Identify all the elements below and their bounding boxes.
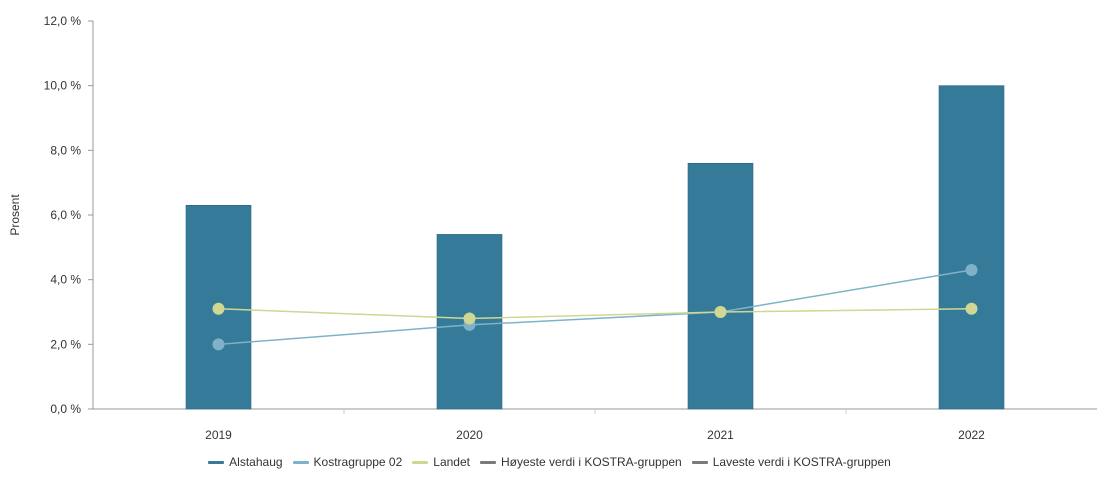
point-landet (714, 306, 727, 318)
legend-label: Alstahaug (229, 455, 283, 469)
y-tick-label: 4,0 % (50, 273, 81, 287)
legend-label: Høyeste verdi i KOSTRA-gruppen (500, 455, 682, 469)
y-tick-label: 8,0 % (50, 143, 81, 157)
bar-alstahaug (938, 85, 1005, 410)
y-tick-label: 10,0 % (44, 79, 82, 93)
y-tick-label: 12,0 % (44, 14, 82, 28)
point-landet (212, 302, 225, 315)
y-axis-title: Prosent (8, 194, 22, 236)
legend-swatch (208, 460, 225, 464)
legend-item[interactable]: Landet (412, 455, 470, 469)
legend-item[interactable]: Høyeste verdi i KOSTRA-gruppen (479, 455, 682, 469)
point-landet (463, 312, 476, 325)
x-tick-label: 2020 (456, 428, 483, 442)
legend-item[interactable]: Alstahaug (208, 455, 283, 469)
chart-legend: Alstahaug Kostragruppe 02 Landet Høyeste ve… (0, 452, 1099, 472)
point-kostragruppe-02 (212, 338, 225, 351)
point-kostragruppe-02 (965, 263, 978, 276)
x-tick-label: 2022 (958, 428, 985, 442)
line-kostragruppe-02 (218, 269, 972, 346)
y-tick-label: 0,0 % (50, 402, 81, 416)
legend-swatch (412, 460, 429, 464)
bar-alstahaug (687, 162, 754, 410)
y-tick-label: 6,0 % (50, 208, 81, 222)
legend-item[interactable]: Laveste verdi i KOSTRA-gruppen (691, 455, 891, 469)
line-landet (218, 308, 972, 320)
legend-swatch (292, 460, 309, 464)
y-tick-label: 2,0 % (50, 337, 81, 351)
x-tick-label: 2019 (205, 428, 232, 442)
point-landet (965, 302, 978, 315)
legend-swatch (691, 460, 708, 464)
legend-swatch (479, 460, 496, 464)
legend-label: Laveste verdi i KOSTRA-gruppen (712, 455, 891, 469)
x-tick-label: 2021 (707, 428, 734, 442)
legend-label: Landet (433, 455, 470, 469)
legend-label: Kostragruppe 02 (313, 455, 403, 469)
legend-item[interactable]: Kostragruppe 02 (292, 455, 403, 469)
